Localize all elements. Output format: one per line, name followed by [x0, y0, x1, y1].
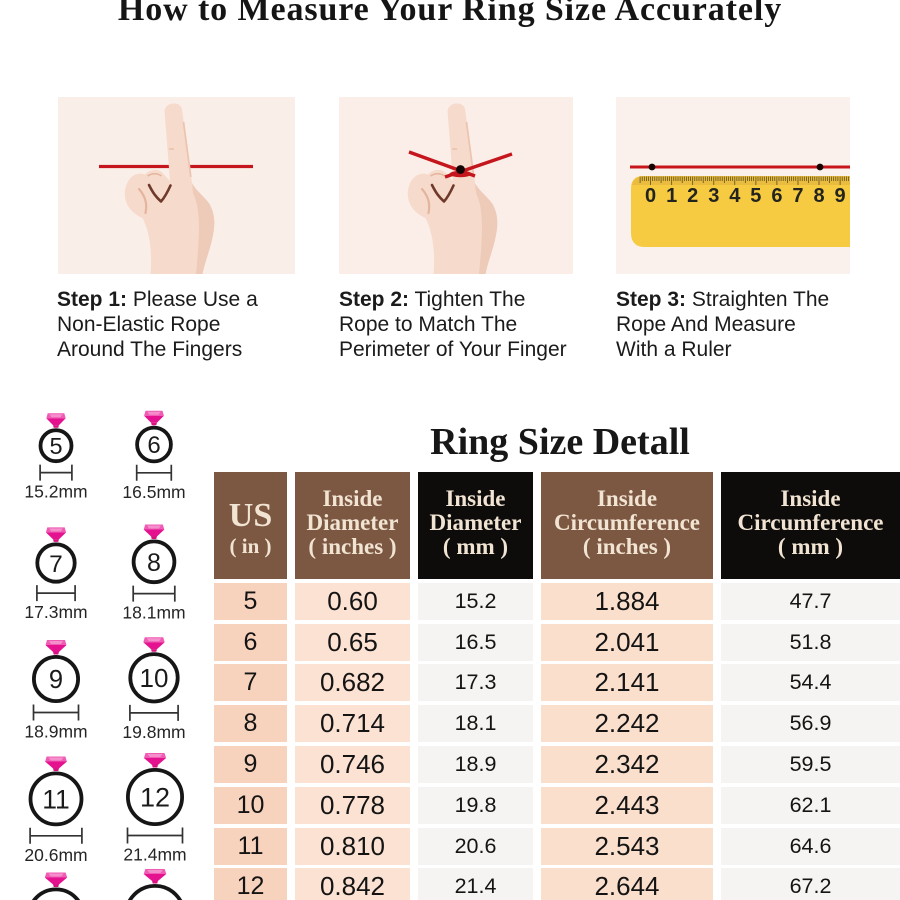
- svg-text:8: 8: [147, 549, 161, 577]
- svg-text:8: 8: [813, 185, 824, 207]
- svg-text:1: 1: [666, 185, 677, 207]
- svg-text:7: 7: [792, 185, 803, 207]
- svg-text:18.1mm: 18.1mm: [122, 603, 185, 623]
- svg-text:4: 4: [729, 185, 741, 207]
- svg-text:6: 6: [771, 185, 782, 207]
- svg-text:15.2mm: 15.2mm: [24, 482, 87, 502]
- svg-text:21.4mm: 21.4mm: [123, 845, 186, 865]
- svg-text:9: 9: [49, 666, 63, 694]
- svg-text:10: 10: [140, 663, 169, 693]
- svg-text:19.8mm: 19.8mm: [122, 722, 185, 742]
- svg-text:20.6mm: 20.6mm: [24, 845, 87, 865]
- svg-text:9: 9: [835, 185, 846, 207]
- svg-text:0: 0: [645, 185, 656, 207]
- svg-text:6: 6: [147, 432, 160, 459]
- svg-text:5: 5: [49, 433, 62, 459]
- svg-text:18.9mm: 18.9mm: [24, 722, 87, 742]
- svg-text:5: 5: [750, 185, 761, 207]
- svg-text:16.5mm: 16.5mm: [122, 482, 185, 502]
- svg-text:2: 2: [687, 185, 698, 207]
- svg-text:12: 12: [140, 783, 170, 813]
- svg-text:7: 7: [49, 551, 63, 578]
- svg-text:11: 11: [42, 784, 70, 814]
- svg-text:3: 3: [708, 185, 719, 207]
- svg-text:17.3mm: 17.3mm: [24, 602, 87, 622]
